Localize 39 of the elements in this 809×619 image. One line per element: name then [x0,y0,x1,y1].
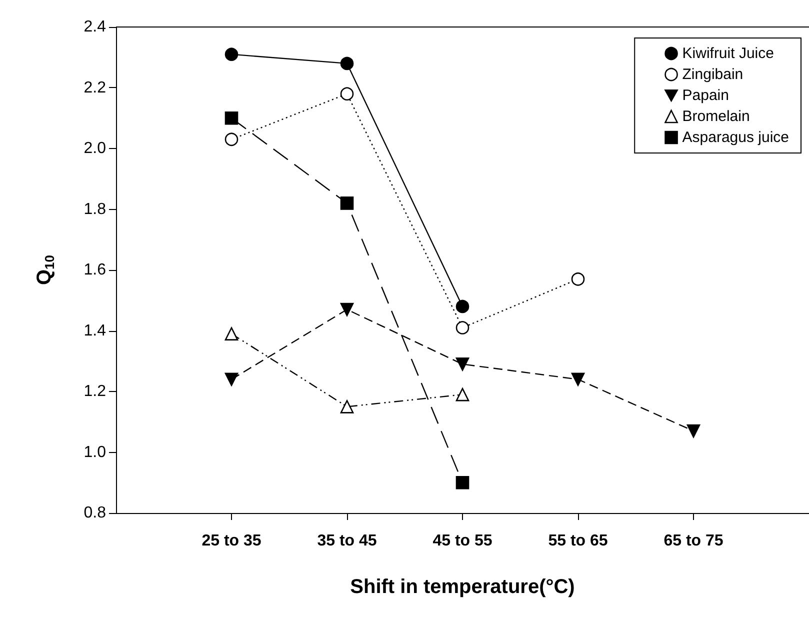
y-axis-title: Q10 [34,254,57,286]
point [340,302,354,316]
y-tick-label: 2.4 [84,18,106,36]
point [340,196,354,210]
x-tick-label: 55 to 65 [548,532,608,550]
legend-label: Papain [682,87,729,104]
point [224,111,238,125]
y-tick-label: 2.2 [84,79,106,96]
point [224,132,238,146]
x-tick-label: 25 to 35 [202,532,262,550]
x-axis-title: Shift in temperature(°C) [350,576,575,598]
point [224,372,238,386]
y-tick-label: 1.2 [84,383,106,400]
y-tick-label: 1.6 [84,262,106,278]
legend-label: Kiwifruit Juice [682,45,774,62]
x-tick-label: 65 to 75 [664,532,724,550]
y-tick-label: 1.0 [84,444,106,461]
point [456,300,470,314]
point [224,48,238,61]
point [224,327,238,340]
legend-label: Asparagus juice [682,129,790,146]
point [456,476,470,490]
point [456,358,470,371]
point [571,372,585,386]
point [340,400,354,414]
point [340,56,354,70]
y-tick-label: 1.8 [84,200,106,218]
legend-label: Bromelain [682,108,750,125]
y-tick-label: 1.4 [84,322,106,340]
y-tick-label: 0.8 [84,504,106,522]
point [456,321,470,334]
point [456,388,470,402]
point [686,424,700,438]
legend-label: Zingibain [682,66,744,83]
x-tick-label: 45 to 55 [432,532,492,550]
y-tick-label: 2.0 [84,140,106,157]
point [340,87,354,100]
x-tick-label: 35 to 45 [317,532,377,550]
point [571,272,585,286]
